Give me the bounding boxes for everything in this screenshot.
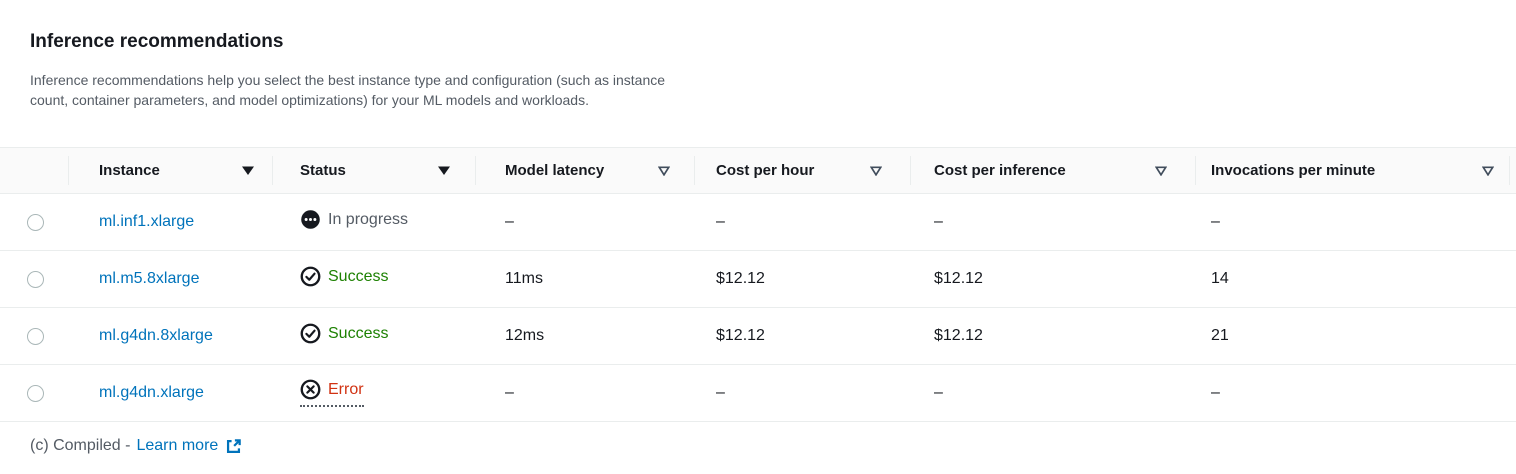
status-label: In progress <box>328 210 409 228</box>
success-icon <box>300 266 321 287</box>
column-label: Cost per hour <box>716 162 815 179</box>
filter-dropdown-icon[interactable] <box>1155 165 1167 176</box>
column-header-invocations-per-minute[interactable]: Invocations per minute <box>1195 147 1516 194</box>
table-row: ml.m5.8xlarge Success 11ms $12.12 $12.12… <box>0 250 1516 308</box>
invocations-per-minute-value: – <box>1195 364 1516 422</box>
column-label: Cost per inference <box>934 162 1066 179</box>
table-footer: (c) Compiled - Learn more <box>0 422 1516 455</box>
instance-link[interactable]: ml.g4dn.xlarge <box>99 384 204 401</box>
status-success: Success <box>300 266 388 287</box>
page-description: Inference recommendations help you selec… <box>30 72 666 108</box>
cost-per-hour-value: $12.12 <box>694 250 910 308</box>
status-label: Error <box>328 380 364 398</box>
external-link-icon <box>227 438 242 453</box>
selection-column-header <box>0 147 68 194</box>
status-label: Success <box>328 267 389 285</box>
invocations-per-minute-value: 14 <box>1195 250 1516 308</box>
column-label: Status <box>300 162 346 179</box>
filter-dropdown-icon[interactable] <box>658 165 670 176</box>
column-header-cost-per-inference[interactable]: Cost per inference <box>910 147 1195 194</box>
success-icon <box>300 323 321 344</box>
status-in-progress: In progress <box>300 209 408 230</box>
cost-per-hour-value: $12.12 <box>694 307 910 365</box>
cost-per-inference-value: $12.12 <box>910 250 1195 308</box>
table-row: ml.g4dn.8xlarge Success 12ms $12.12 $12.… <box>0 307 1516 365</box>
instance-link[interactable]: ml.m5.8xlarge <box>99 270 200 287</box>
model-latency-value: 12ms <box>475 307 694 365</box>
column-label: Invocations per minute <box>1211 162 1376 179</box>
filter-dropdown-icon[interactable] <box>437 165 451 176</box>
column-header-status[interactable]: Status <box>272 147 475 194</box>
radio-button[interactable] <box>27 327 44 345</box>
status-error-popover-trigger[interactable]: Error <box>300 379 364 407</box>
radio-button[interactable] <box>27 270 44 288</box>
table-row: ml.inf1.xlarge In progress – – – – <box>0 193 1516 251</box>
panel-header: Inference recommendations Inference reco… <box>0 0 1516 110</box>
page-title: Inference recommendations <box>30 31 284 52</box>
radio-button[interactable] <box>27 213 44 231</box>
column-label: Model latency <box>505 162 605 179</box>
cost-per-inference-value: – <box>910 193 1195 251</box>
recommendations-table: Instance Status Model latency <box>0 147 1516 422</box>
instance-link[interactable]: ml.inf1.xlarge <box>99 213 195 230</box>
model-latency-value: – <box>475 364 694 422</box>
model-latency-value: 11ms <box>475 250 694 308</box>
in-progress-icon <box>301 210 320 229</box>
filter-dropdown-icon[interactable] <box>870 165 882 176</box>
cost-per-inference-value: – <box>910 364 1195 422</box>
status-label: Success <box>328 324 389 342</box>
invocations-per-minute-value: – <box>1195 193 1516 251</box>
footer-text: (c) Compiled - <box>30 437 131 454</box>
cost-per-inference-value: $12.12 <box>910 307 1195 365</box>
column-label: Instance <box>99 162 160 179</box>
filter-dropdown-icon[interactable] <box>1482 165 1494 176</box>
error-icon <box>300 379 321 400</box>
cost-per-hour-value: – <box>694 193 910 251</box>
learn-more-label: Learn more <box>136 437 219 454</box>
filter-dropdown-icon[interactable] <box>241 165 255 176</box>
learn-more-link[interactable]: Learn more <box>136 437 242 455</box>
table-row: ml.g4dn.xlarge Error – – – – <box>0 364 1516 422</box>
status-success: Success <box>300 323 388 344</box>
column-header-instance[interactable]: Instance <box>68 147 272 194</box>
invocations-per-minute-value: 21 <box>1195 307 1516 365</box>
column-header-cost-per-hour[interactable]: Cost per hour <box>694 147 910 194</box>
instance-link[interactable]: ml.g4dn.8xlarge <box>99 327 213 344</box>
cost-per-hour-value: – <box>694 364 910 422</box>
model-latency-value: – <box>475 193 694 251</box>
table-header-row: Instance Status Model latency <box>0 147 1516 194</box>
column-header-model-latency[interactable]: Model latency <box>475 147 694 194</box>
radio-button[interactable] <box>27 384 44 402</box>
